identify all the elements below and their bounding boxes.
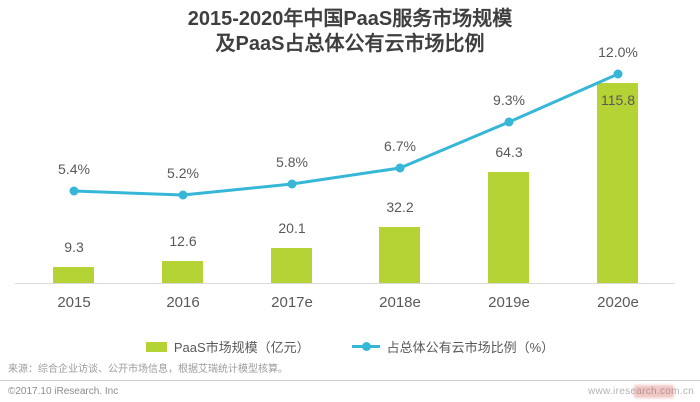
- x-axis-label-2017e: 2017e: [271, 294, 313, 311]
- bar-series-swatch-icon: [145, 341, 167, 352]
- bar-value-label: 115.8: [601, 92, 635, 108]
- website-url: www.iresearch.com.cn: [587, 386, 694, 397]
- chart-title-line1: 2015-2020年中国PaaS服务市场规模: [187, 8, 513, 30]
- legend-item-bar: PaaS市场规模（亿元）: [145, 337, 310, 356]
- copyright-text: ©2017.10 iResearch. Inc: [8, 386, 119, 397]
- bar-2015: [53, 267, 94, 283]
- line-value-label: 12.0%: [598, 44, 638, 60]
- x-axis-label-2020e: 2020e: [597, 294, 639, 311]
- chart-title: 2015-2020年中国PaaS服务市场规模 及PaaS占总体公有云市场比例: [0, 7, 700, 57]
- line-data-point-icon: [178, 190, 188, 200]
- bar-value-label: 64.3: [495, 144, 523, 160]
- line-value-label: 5.2%: [167, 165, 199, 181]
- line-value-label: 9.3%: [493, 92, 525, 108]
- red-watermark: [634, 385, 674, 398]
- bar-2017e: [271, 248, 312, 283]
- bar-2016: [162, 261, 203, 283]
- bar-value-label: 9.3: [64, 239, 84, 255]
- line-data-point-icon: [504, 117, 514, 127]
- line-data-point-icon: [395, 163, 405, 173]
- legend: PaaS市场规模（亿元） 占总体公有云市场比例（%）: [0, 337, 700, 356]
- line-value-label: 6.7%: [384, 138, 416, 154]
- line-series-symbol-icon: [351, 342, 380, 351]
- footer-divider: [0, 380, 700, 381]
- legend-line-label: 占总体公有云市场比例（%）: [386, 340, 555, 355]
- x-axis-label-2016: 2016: [166, 294, 200, 311]
- x-axis-label-2015: 2015: [57, 294, 91, 311]
- line-data-point-icon: [613, 69, 623, 79]
- line-data-point-icon: [287, 179, 297, 189]
- line-value-label: 5.8%: [276, 154, 308, 170]
- bar-2018e: [379, 227, 420, 283]
- legend-item-line: 占总体公有云市场比例（%）: [351, 337, 555, 356]
- x-axis-line: [15, 283, 675, 284]
- bar-2020e: [597, 83, 638, 283]
- chart-title-line2: 及PaaS占总体公有云市场比例: [215, 33, 485, 55]
- line-data-point-icon: [69, 186, 79, 196]
- bar-2019e: [488, 172, 529, 283]
- bar-value-label: 32.2: [386, 199, 414, 215]
- x-axis-label-2018e: 2018e: [379, 294, 421, 311]
- x-axis-label-2019e: 2019e: [488, 294, 530, 311]
- legend-bar-label: PaaS市场规模（亿元）: [173, 340, 310, 355]
- line-value-label: 5.4%: [58, 161, 90, 177]
- bar-value-label: 12.6: [169, 233, 197, 249]
- bar-value-label: 20.1: [278, 220, 306, 236]
- source-note: 来源：综合企业访谈、公开市场信息，根据艾瑞统计模型核算。: [8, 364, 288, 375]
